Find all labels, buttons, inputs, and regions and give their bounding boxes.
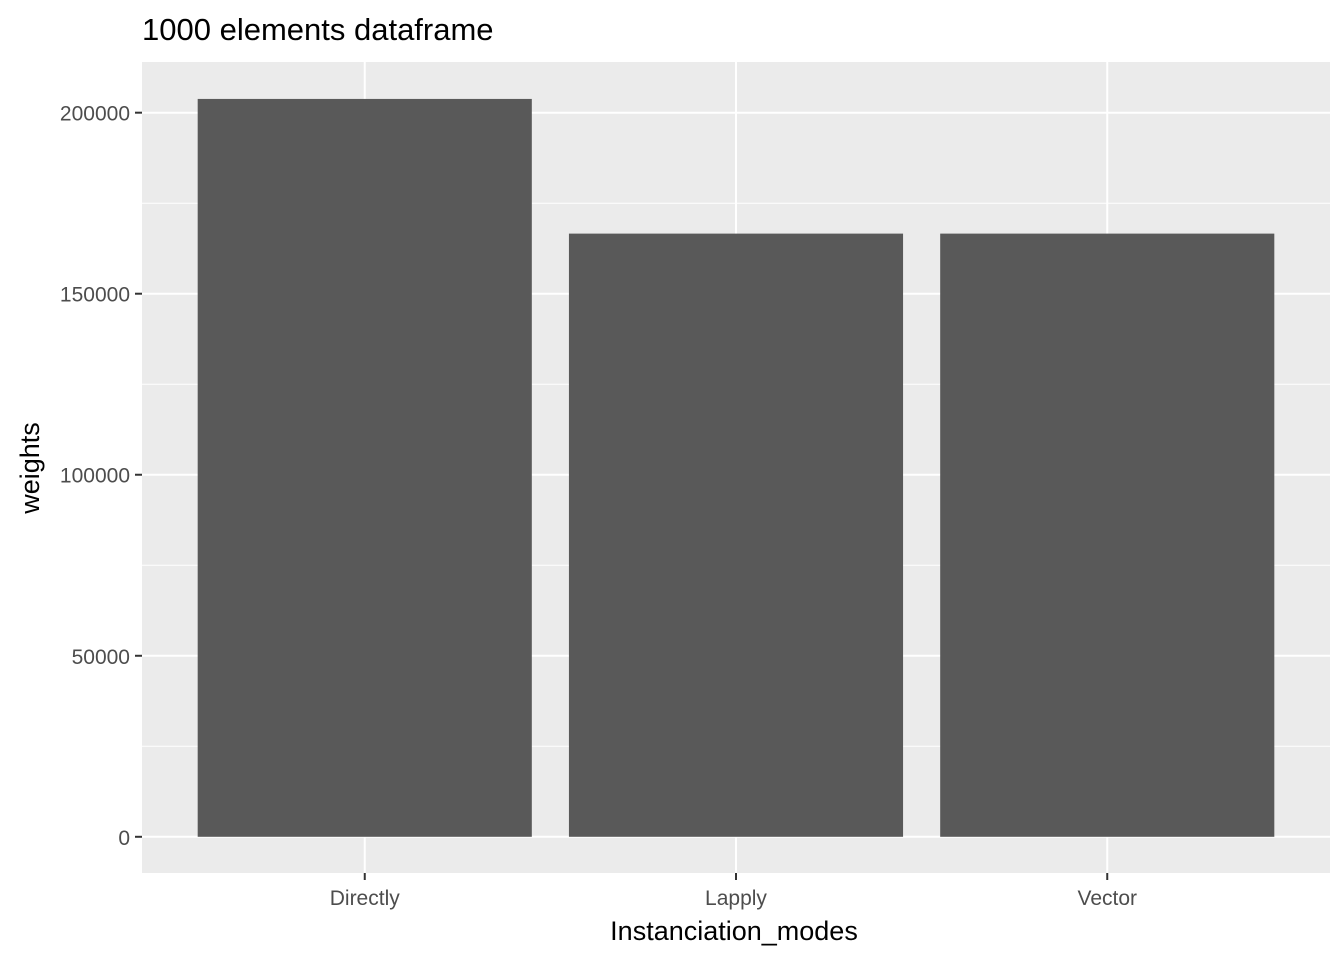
bar-vector — [940, 233, 1275, 837]
x-axis-title: Instanciation_modes — [610, 916, 858, 946]
x-tick-label: Vector — [1077, 887, 1137, 910]
y-axis-title: weights — [15, 422, 45, 515]
y-tick-label: 50000 — [72, 646, 130, 669]
chart-title: 1000 elements dataframe — [142, 12, 494, 47]
y-axis: 0 50000 100000 150000 200000 — [60, 103, 142, 850]
bar-directly — [197, 98, 532, 837]
x-tick-label: Directly — [330, 887, 401, 910]
x-tick-label: Lapply — [705, 887, 767, 910]
y-tick-label: 150000 — [60, 284, 130, 307]
bars — [197, 98, 1275, 837]
y-tick-label: 200000 — [60, 103, 130, 126]
x-axis: Directly Lapply Vector — [330, 873, 1137, 910]
bar-lapply — [568, 233, 904, 837]
y-tick-label: 100000 — [60, 465, 130, 488]
y-tick-label: 0 — [118, 827, 130, 850]
